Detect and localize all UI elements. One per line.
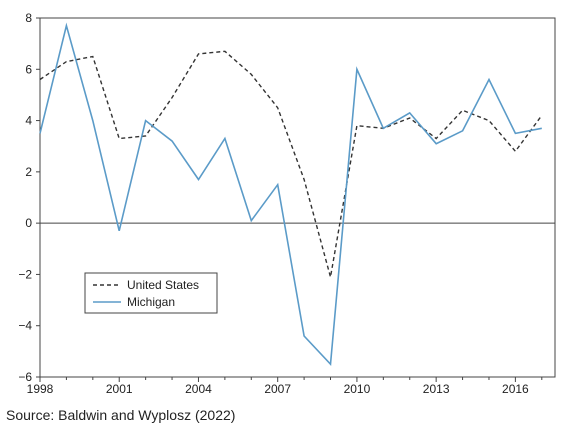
x-tick-label: 2010 (344, 382, 371, 396)
legend-label-united-states: United States (127, 278, 199, 292)
y-tick-label: −2 (18, 267, 32, 281)
y-tick-label: 6 (25, 62, 32, 76)
x-tick-label: 1998 (27, 382, 54, 396)
y-tick-label: 2 (25, 165, 32, 179)
x-tick-label: 2004 (185, 382, 212, 396)
x-tick-label: 2007 (264, 382, 291, 396)
y-tick-label: −4 (18, 319, 32, 333)
legend-label-michigan: Michigan (127, 295, 175, 309)
x-axis: 1998 2001 2004 2007 2010 2013 2016 (27, 377, 542, 396)
x-tick-label: 2016 (502, 382, 529, 396)
y-tick-label: 0 (25, 216, 32, 230)
plot-frame (40, 18, 555, 377)
series-line-united-states (40, 51, 542, 277)
legend: United States Michigan (85, 273, 217, 313)
y-tick-label: 4 (25, 114, 32, 128)
y-tick-label: 8 (25, 11, 32, 25)
source-note: Source: Baldwin and Wyplosz (2022) (6, 407, 235, 423)
x-tick-label: 2013 (423, 382, 450, 396)
x-tick-label: 2001 (106, 382, 133, 396)
